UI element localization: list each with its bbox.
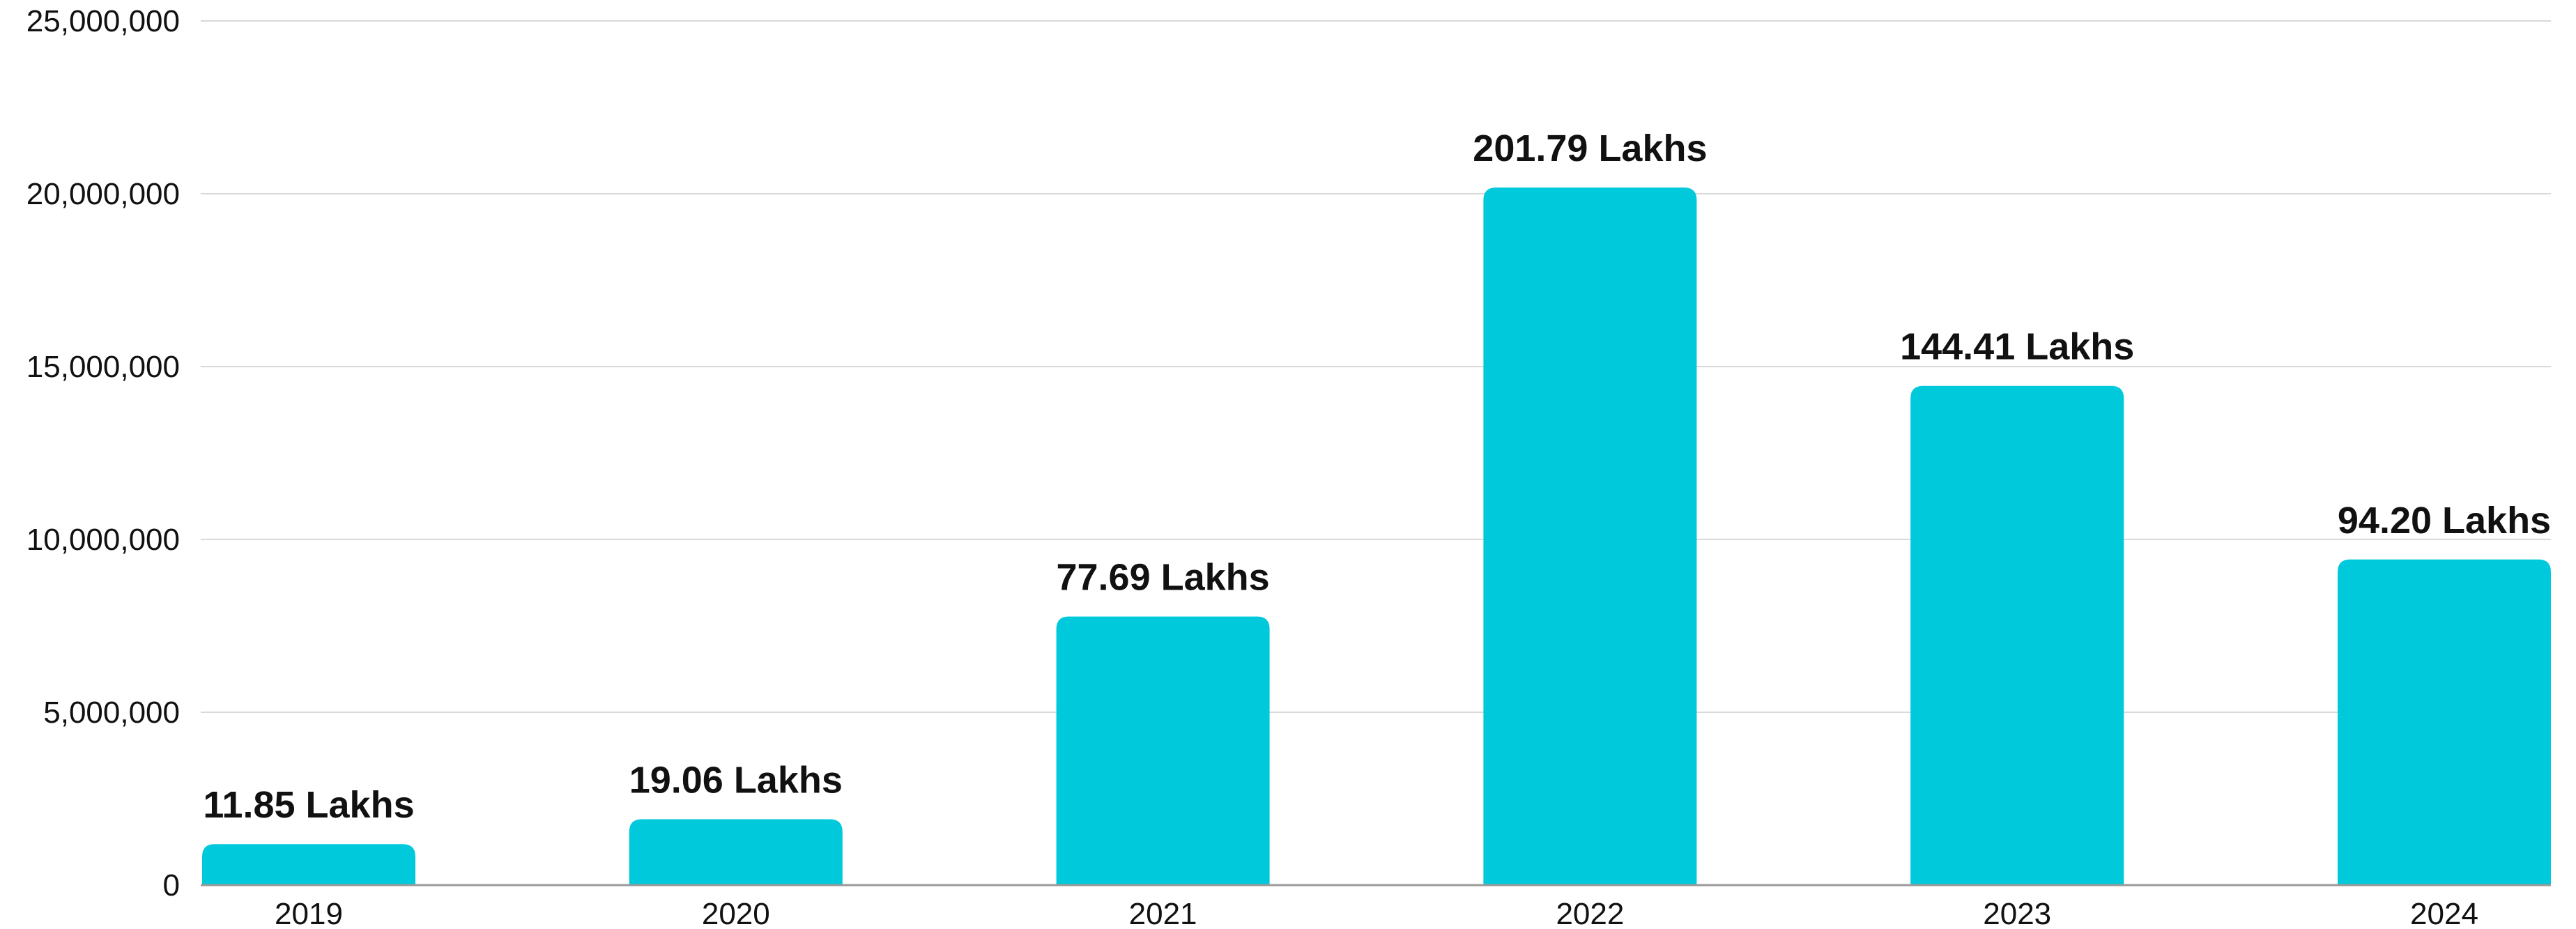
y-tick-label: 10,000,000 — [26, 523, 180, 557]
data-label-2019: 11.85 Lakhs — [203, 784, 414, 826]
data-label-2024: 94.20 Lakhs — [2338, 500, 2551, 542]
x-tick-label: 2023 — [1983, 897, 2051, 929]
y-tick-label: 0 — [163, 868, 180, 903]
bars-layer — [202, 187, 2551, 886]
data-label-2020: 19.06 Lakhs — [629, 759, 843, 801]
x-axis: 2019 2020 2021 2022 2023 2024 — [201, 884, 2551, 929]
bar-2020 — [629, 819, 843, 885]
bar-2023 — [1910, 385, 2124, 885]
y-tick-label: 25,000,000 — [26, 4, 180, 38]
data-label-2022: 201.79 Lakhs — [1473, 128, 1707, 169]
y-tick-label: 15,000,000 — [26, 350, 180, 384]
data-labels-layer: 11.85 Lakhs 19.06 Lakhs 77.69 Lakhs 201.79 … — [203, 128, 2551, 826]
x-tick-label: 2022 — [1556, 897, 1624, 929]
x-tick-label: 2024 — [2410, 897, 2478, 929]
y-tick-label: 20,000,000 — [26, 177, 180, 211]
bar-2019 — [202, 844, 415, 885]
x-tick-label: 2021 — [1129, 897, 1197, 929]
grid-layer: 0 5,000,000 10,000,000 15,000,000 20,000,000… — [26, 4, 2551, 903]
bar-2022 — [1483, 187, 1697, 886]
x-tick-label: 2019 — [275, 897, 343, 929]
y-tick-label: 5,000,000 — [43, 696, 180, 730]
x-tick-label: 2020 — [702, 897, 770, 929]
bar-2024 — [2338, 559, 2551, 885]
data-label-2021: 77.69 Lakhs — [1056, 557, 1269, 599]
bar-2021 — [1056, 616, 1270, 885]
data-label-2023: 144.41 Lakhs — [1900, 326, 2134, 368]
